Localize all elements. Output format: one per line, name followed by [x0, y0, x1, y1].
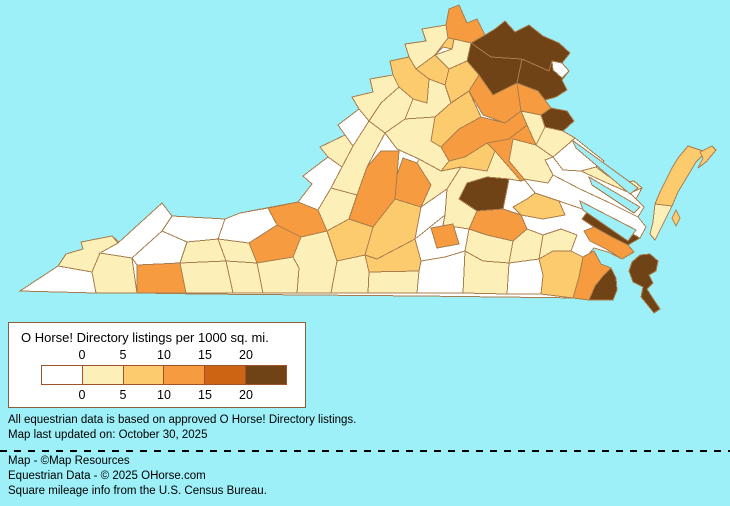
legend-tick-row-bottom: 0 5 10 15 20 — [41, 388, 287, 402]
legend-tick-label: 10 — [157, 388, 171, 402]
virginia-choropleth-map[interactable] — [0, 0, 730, 318]
county-region[interactable] — [654, 145, 707, 207]
county-region[interactable] — [697, 145, 717, 169]
legend-swatch — [81, 365, 124, 385]
county-region[interactable] — [330, 120, 386, 196]
credit-equestrian-data: Equestrian Data - © 2025 OHorse.com — [8, 470, 206, 482]
credit-census-bureau: Square mileage info from the U.S. Census… — [8, 485, 267, 497]
county-region[interactable] — [671, 208, 681, 228]
dashed-divider — [0, 450, 730, 452]
river — [571, 139, 639, 195]
legend-tick-row-top: 0 5 10 15 20 — [41, 348, 287, 362]
legend-tick-label: 5 — [119, 388, 127, 402]
county-region[interactable] — [434, 37, 455, 56]
legend-tick-label: 10 — [157, 348, 171, 362]
legend-swatch — [122, 365, 165, 385]
legend-tick-label: 5 — [119, 348, 127, 362]
note-last-updated: Map last updated on: October 30, 2025 — [8, 429, 208, 441]
county-region[interactable] — [179, 260, 234, 294]
legend-tick-label: 0 — [78, 388, 86, 402]
legend-tick-label: 15 — [198, 348, 212, 362]
legend-tick-label: 20 — [239, 388, 253, 402]
county-region[interactable] — [256, 256, 300, 294]
county-region[interactable] — [91, 252, 138, 294]
county-region[interactable] — [628, 253, 661, 314]
county-region[interactable] — [367, 270, 420, 294]
legend-tick-label: 20 — [239, 348, 253, 362]
legend-color-bar — [41, 365, 287, 385]
legend-swatch — [204, 365, 247, 385]
legend-title: O Horse! Directory listings per 1000 sq.… — [21, 330, 269, 345]
county-region[interactable] — [462, 250, 510, 295]
legend-tick-label: 15 — [198, 388, 212, 402]
county-region[interactable] — [136, 262, 187, 294]
county-region[interactable] — [506, 258, 544, 295]
county-region[interactable] — [551, 60, 570, 79]
county-region[interactable] — [468, 74, 522, 124]
county-region[interactable] — [512, 192, 566, 220]
county-region[interactable] — [583, 226, 635, 260]
note-data-source: All equestrian data is based on approved… — [8, 414, 357, 426]
river — [579, 199, 637, 242]
county-region[interactable] — [430, 223, 460, 249]
legend-swatch — [41, 365, 83, 385]
county-region[interactable] — [330, 254, 370, 294]
legend-swatch — [245, 365, 287, 385]
river — [588, 175, 641, 214]
legend-tick-label: 0 — [78, 348, 86, 362]
county-region[interactable] — [649, 203, 673, 241]
credit-map-resources: Map - ©Map Resources — [8, 455, 130, 467]
legend-swatch — [163, 365, 206, 385]
county-region[interactable] — [445, 4, 486, 44]
map-legend: O Horse! Directory listings per 1000 sq.… — [8, 322, 306, 408]
county-region[interactable] — [588, 267, 618, 301]
county-region[interactable] — [416, 158, 463, 209]
